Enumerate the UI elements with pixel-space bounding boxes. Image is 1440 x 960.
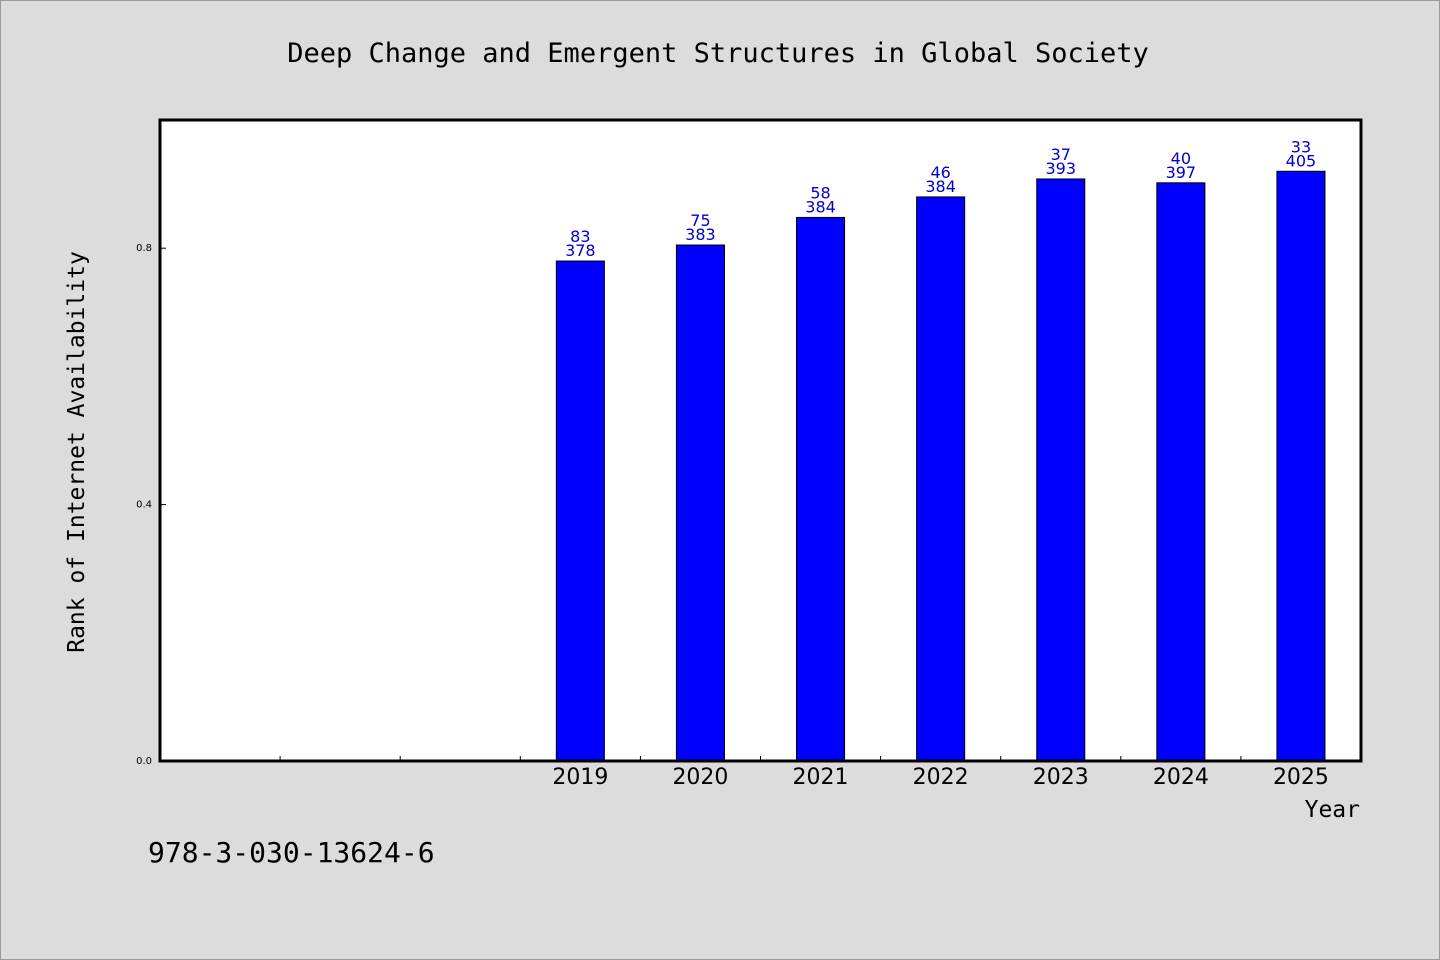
x-tick-label: 2025 [1273, 765, 1329, 790]
data-label-bottom: 393 [1045, 159, 1076, 178]
x-tick-label: 2022 [913, 765, 969, 790]
x-axis-label: Year [1305, 797, 1360, 823]
y-tick-label: 0.0 [136, 756, 152, 767]
bar-2021 [796, 216, 846, 762]
isbn-text: 978-3-030-13624-6 [148, 836, 435, 869]
data-label-bottom: 397 [1166, 163, 1197, 182]
data-label-top: 40 [1171, 149, 1191, 168]
x-tick-label: 2024 [1153, 765, 1209, 790]
data-label-top: 37 [1051, 145, 1071, 164]
data-label-top: 75 [690, 211, 710, 230]
bar-2019 [555, 260, 605, 762]
data-label-bottom: 384 [805, 197, 836, 216]
data-label-bottom: 405 [1286, 151, 1317, 170]
x-tick-label: 2020 [672, 765, 728, 790]
y-tick-label: 0.8 [136, 243, 152, 254]
bar-2024 [1156, 182, 1206, 762]
data-label-top: 58 [810, 183, 830, 202]
data-label-top: 46 [930, 163, 950, 182]
bar-2023 [1036, 178, 1086, 762]
chart-title: Deep Change and Emergent Structures in G… [287, 38, 1149, 69]
bar-2025 [1276, 170, 1326, 762]
data-label-top: 83 [570, 227, 590, 246]
data-label-bottom: 378 [565, 241, 596, 260]
x-axis-ticks: 2019 2020 2021 2022 2023 2024 2025 [279, 756, 1329, 790]
bar-2020 [675, 244, 725, 762]
y-axis-label: Rank of Internet Availability [64, 251, 90, 653]
bar-2022 [916, 196, 966, 762]
bar-group [555, 170, 1326, 762]
x-tick-label: 2019 [552, 765, 608, 790]
data-label-bottom: 383 [685, 225, 716, 244]
data-label-bottom: 384 [925, 177, 956, 196]
data-label-top: 33 [1291, 137, 1311, 156]
plot-border [158, 118, 1363, 763]
x-tick-label: 2023 [1033, 765, 1089, 790]
x-tick-label: 2021 [793, 765, 849, 790]
y-tick-label: 0.4 [136, 500, 152, 511]
